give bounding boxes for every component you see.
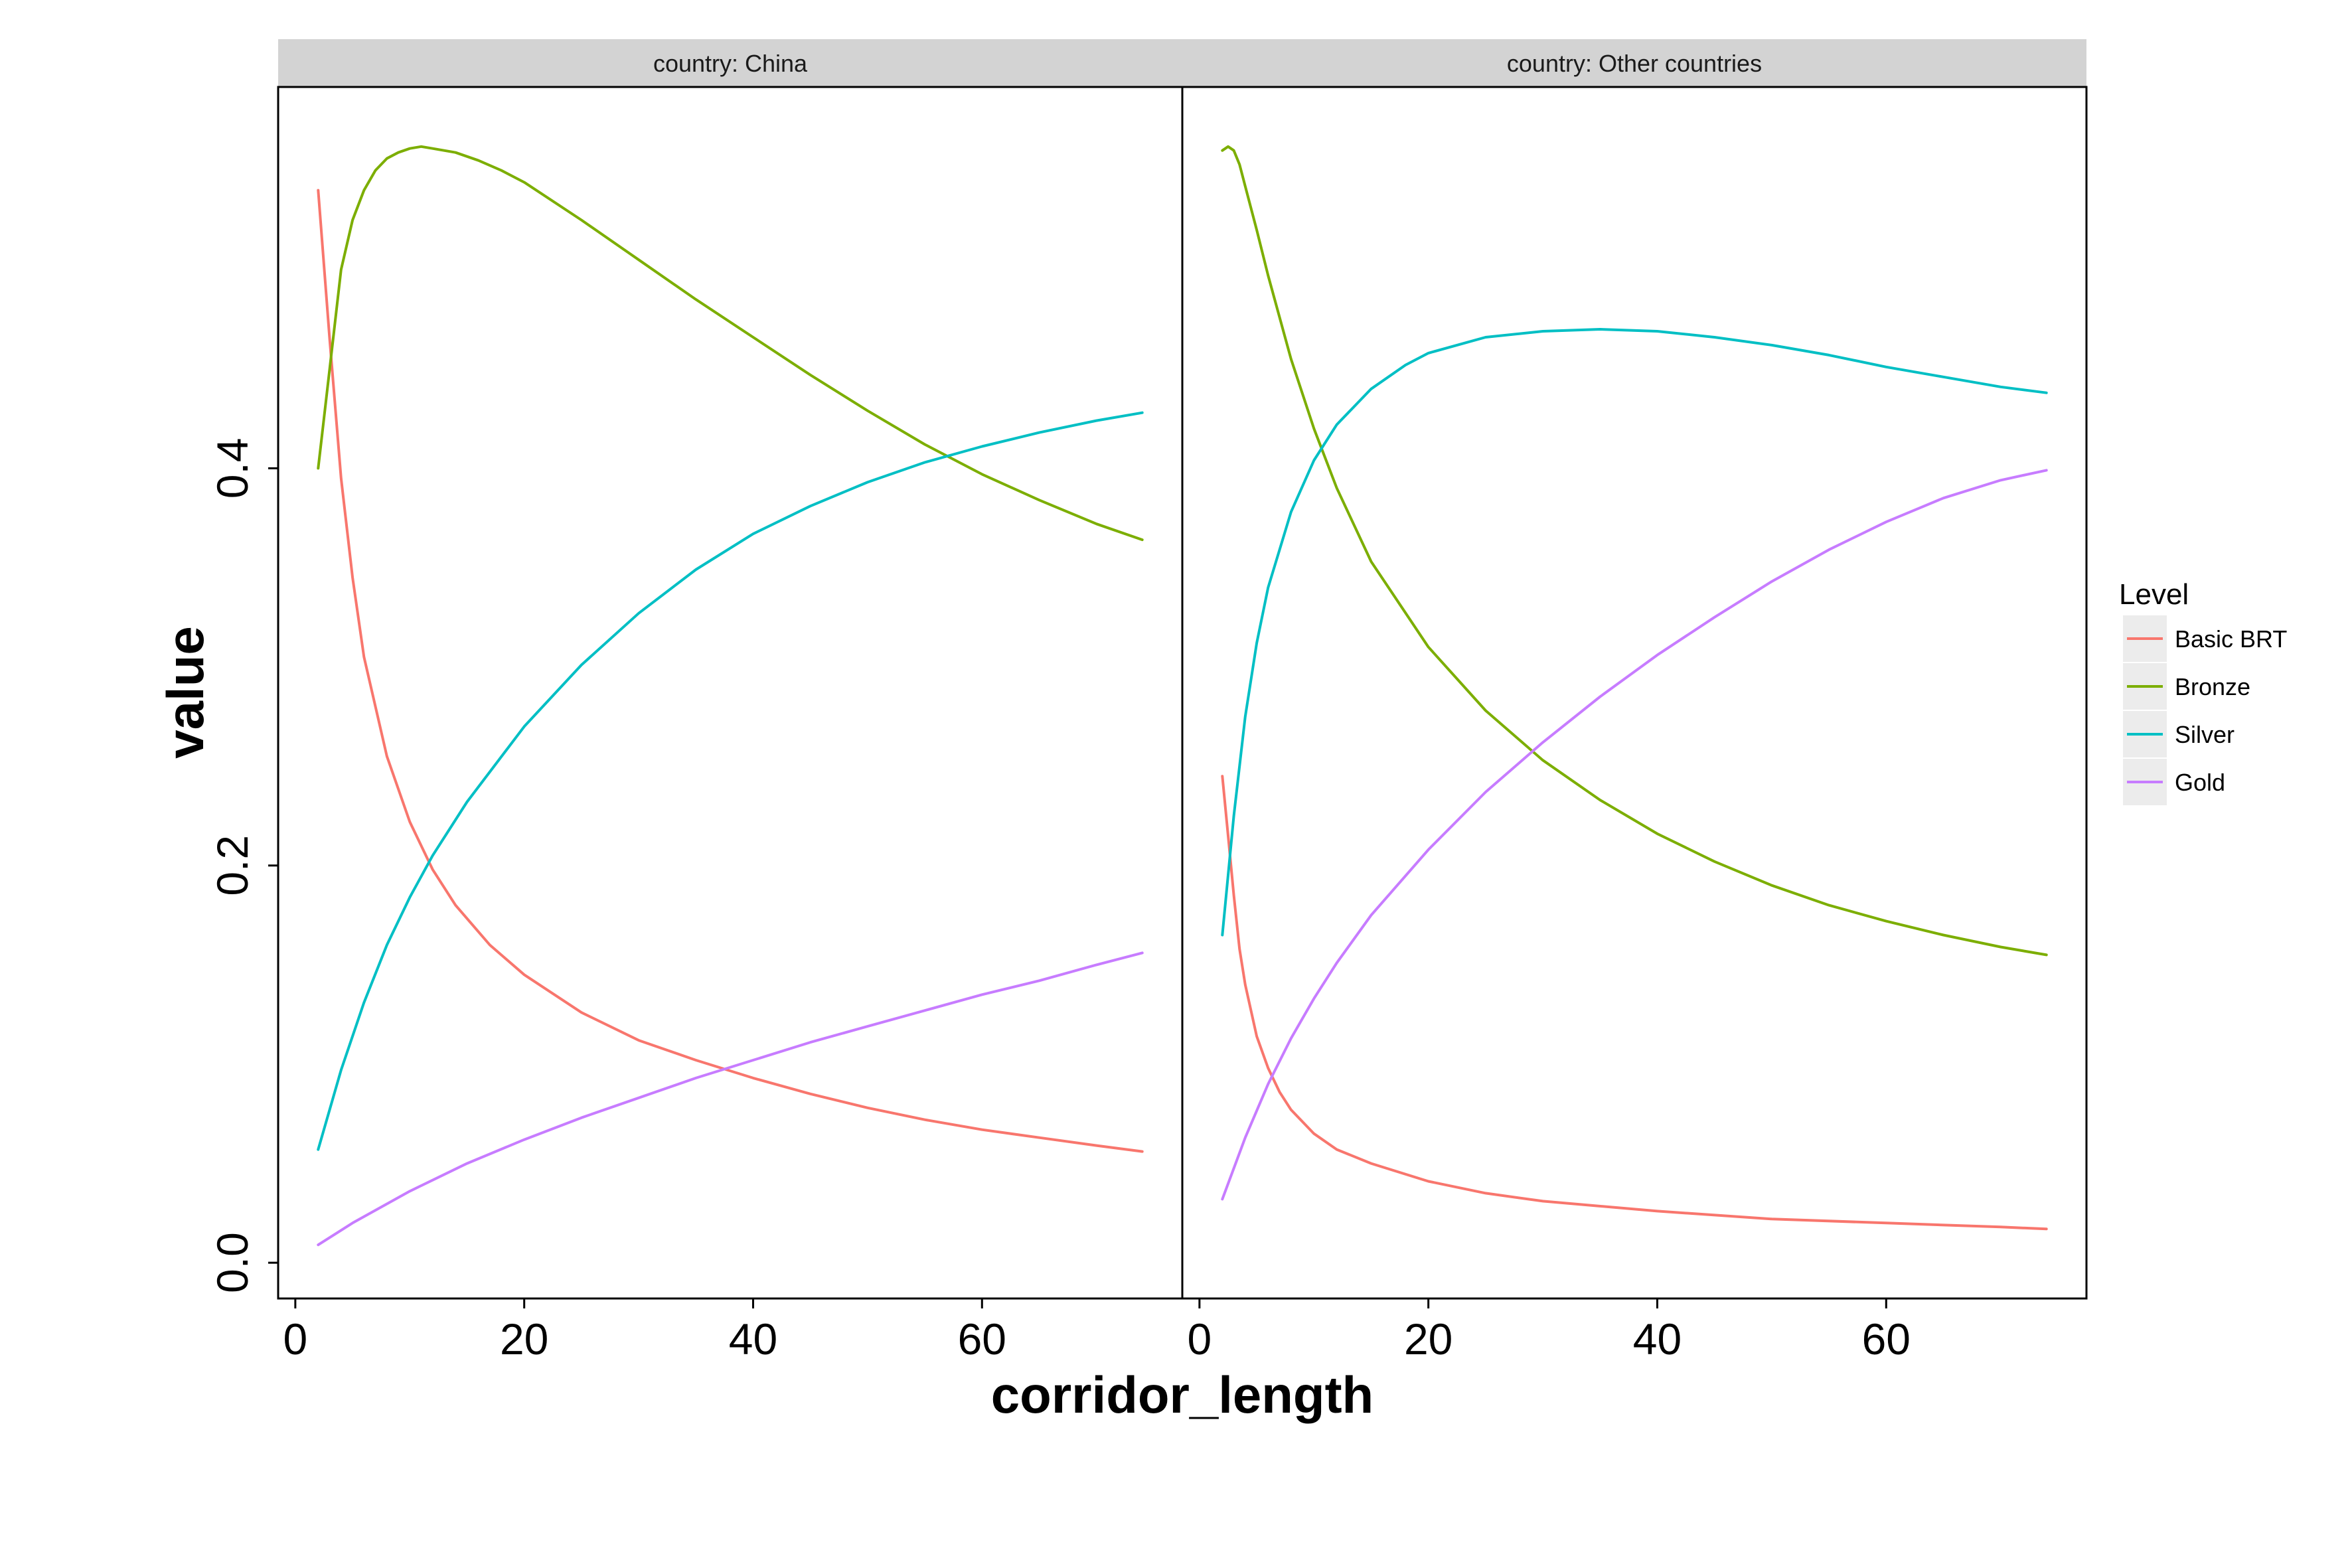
panel-china: country: China xyxy=(277,39,1184,1300)
legend-title: Level xyxy=(2119,578,2189,611)
panel-strip-other-countries xyxy=(1182,39,2086,87)
x-tick-label: 40 xyxy=(1633,1314,1682,1364)
series-group-other-countries xyxy=(1221,145,2048,1231)
y-axis-title: value xyxy=(156,626,214,758)
x-axis-title: corridor_length xyxy=(991,1366,1373,1424)
x-tick-label: 0 xyxy=(283,1314,308,1364)
series-line-silver-country-china xyxy=(317,411,1144,1151)
series-line-bronze-country-china xyxy=(317,145,1144,542)
legend-label-basic-brt: Basic BRT xyxy=(2175,625,2287,653)
series-line-silver-country-other-countries xyxy=(1221,328,2048,937)
series-line-gold-country-other-countries xyxy=(1221,469,2048,1201)
series-group-china xyxy=(317,145,1144,1247)
x-tick-label: 0 xyxy=(1188,1314,1212,1364)
y-tick-label: 0.0 xyxy=(208,1232,257,1293)
legend: Level Basic BRT Bronze Silver Gold xyxy=(2119,578,2287,805)
x-axis-china: 0 20 40 60 xyxy=(283,1298,1006,1364)
panel-strip-label-other-countries: country: Other countries xyxy=(1507,50,1762,77)
legend-items: Basic BRT Bronze Silver Gold xyxy=(2123,615,2287,805)
legend-label-silver: Silver xyxy=(2175,721,2234,748)
x-tick-label: 20 xyxy=(1404,1314,1452,1364)
series-line-basic-brt-country-other-countries xyxy=(1221,775,2048,1231)
series-line-gold-country-china xyxy=(317,951,1144,1247)
series-line-basic-brt-country-china xyxy=(317,189,1144,1153)
panel-other-countries: country: Other countries xyxy=(1181,39,2088,1300)
legend-label-gold: Gold xyxy=(2175,769,2225,796)
series-line-bronze-country-other-countries xyxy=(1221,145,2048,957)
panel-strip-china xyxy=(278,39,1182,87)
y-tick-label: 0.4 xyxy=(208,438,257,499)
x-tick-label: 40 xyxy=(729,1314,777,1364)
x-tick-label: 60 xyxy=(1862,1314,1911,1364)
panel-frame-china xyxy=(277,86,1184,1300)
x-tick-label: 60 xyxy=(958,1314,1006,1364)
x-tick-label: 20 xyxy=(500,1314,548,1364)
x-axis-other-countries: 0 20 40 60 xyxy=(1188,1298,1911,1364)
y-axis: 0.0 0.2 0.4 xyxy=(208,438,278,1293)
panel-frame-other-countries xyxy=(1181,86,2088,1300)
panel-strip-label-china: country: China xyxy=(653,50,808,77)
legend-label-bronze: Bronze xyxy=(2175,673,2250,700)
y-tick-label: 0.2 xyxy=(208,835,257,896)
